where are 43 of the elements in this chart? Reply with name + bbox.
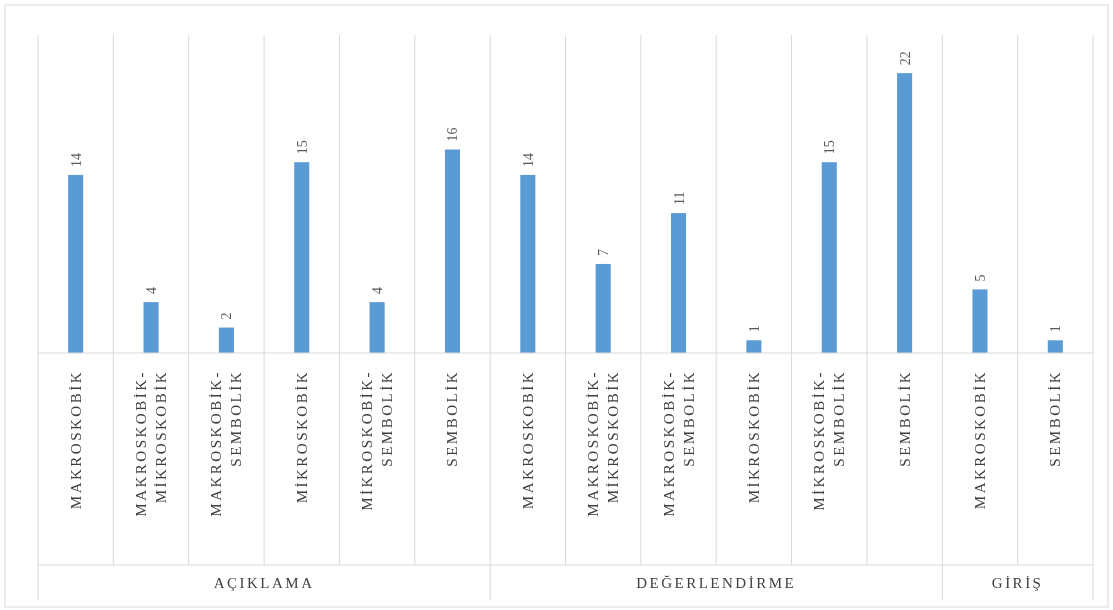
x-tick-label: MAKROSKOBİK-SEMBOLİK: [660, 370, 697, 517]
bar: [218, 327, 234, 353]
data-label: 4: [144, 287, 160, 295]
x-tick-label: MAKROSKOBİK: [519, 370, 536, 510]
x-tick-label: MAKROSKOBİK-MİKROSKOBİK: [585, 370, 622, 517]
bar: [294, 162, 310, 353]
data-label: 15: [822, 140, 838, 155]
data-label: 2: [219, 312, 235, 320]
x-tick-label: MİKROSKOBİK-SEMBOLİK: [811, 370, 848, 511]
data-label: 22: [897, 51, 913, 66]
x-tick-label: MAKROSKOBİK: [971, 370, 988, 510]
bar: [143, 302, 159, 353]
data-label: 1: [1048, 325, 1064, 333]
x-tick-label: SEMBOLİK: [896, 370, 913, 467]
data-label: 11: [671, 191, 687, 206]
x-tick-label: MİKROSKOBİK: [745, 370, 762, 504]
bar: [520, 174, 536, 353]
data-label: 7: [596, 248, 612, 256]
data-label: 14: [520, 152, 536, 167]
x-tick-label: MAKROSKOBİK: [67, 370, 84, 510]
x-axis-title: AÇIKLAMA: [213, 575, 315, 591]
data-label: 15: [294, 140, 310, 155]
x-axis-title: GİRİŞ: [991, 575, 1044, 591]
data-label: 16: [445, 127, 461, 142]
bar: [595, 263, 611, 353]
x-tick-label: MAKROSKOBİK-MİKROSKOBİK: [133, 370, 170, 517]
bar: [671, 213, 687, 353]
bar: [444, 149, 460, 353]
x-tick-label: MİKROSKOBİK: [293, 370, 310, 504]
x-tick-label: SEMBOLİK: [1047, 370, 1064, 467]
x-tick-label: SEMBOLİK: [444, 370, 461, 467]
data-label: 5: [972, 274, 988, 282]
data-label: 1: [746, 325, 762, 333]
bar: [821, 162, 837, 353]
data-label: 14: [68, 152, 84, 167]
x-tick-label: MAKROSKOBİK-SEMBOLİK: [208, 370, 245, 517]
bar: [897, 73, 913, 353]
data-label: 4: [370, 287, 386, 295]
bar: [746, 340, 762, 353]
x-axis-title: DEĞERLENDİRME: [636, 575, 797, 591]
x-tick-label: MİKROSKOBİK-SEMBOLİK: [359, 370, 396, 511]
bar: [68, 174, 84, 353]
bar: [369, 302, 385, 353]
